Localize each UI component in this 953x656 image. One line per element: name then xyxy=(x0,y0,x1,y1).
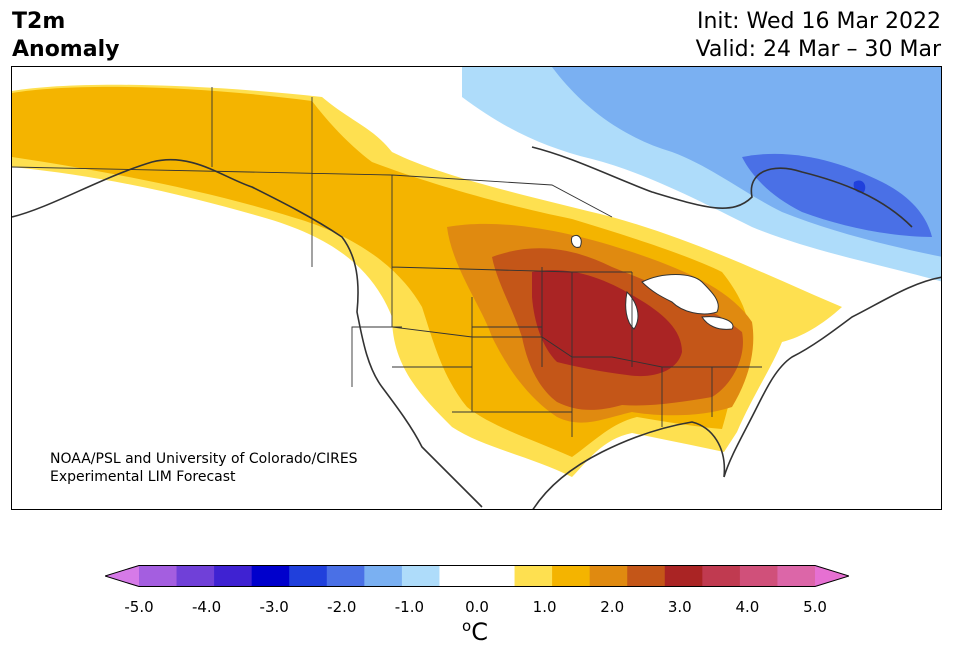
colorbar-tick-label: 1.0 xyxy=(532,598,557,616)
credit-line-1: NOAA/PSL and University of Colorado/CIRE… xyxy=(50,451,358,467)
colorbar-tick-label: -5.0 xyxy=(124,598,154,616)
colorbar-segment xyxy=(702,565,741,587)
colorbar-unit: oC xyxy=(462,617,488,646)
colorbar-tick-label: 5.0 xyxy=(803,598,827,616)
anomaly-map: NOAA/PSL and University of Colorado/CIRE… xyxy=(11,66,942,510)
colorbar-tick-label: -1.0 xyxy=(394,598,425,616)
init-date: Init: Wed 16 Mar 2022 xyxy=(696,9,941,34)
forecast-dates: Init: Wed 16 Mar 2022 Valid: 24 Mar – 30… xyxy=(696,8,941,64)
title-line-1: T2m xyxy=(12,9,66,34)
boundary-lines xyxy=(12,87,762,437)
colorbar-segment xyxy=(289,565,328,587)
colorbar-segment xyxy=(176,565,215,587)
great-lakes xyxy=(571,234,734,330)
colorbar-tick-label: 4.0 xyxy=(735,598,760,616)
colorbar-segment xyxy=(514,565,553,587)
colorbar-tick-label: -4.0 xyxy=(191,598,222,616)
colorbar-tick-label: 3.0 xyxy=(667,598,692,616)
colorbar-segment xyxy=(777,565,816,587)
colorbar-tick-label: -3.0 xyxy=(259,598,289,616)
anomaly-region-cool-3 xyxy=(742,153,932,237)
credit-text: NOAA/PSL and University of Colorado/CIRE… xyxy=(50,450,358,486)
valid-period: Valid: 24 Mar – 30 Mar xyxy=(695,37,941,62)
colorbar-segment xyxy=(439,565,478,587)
credit-line-2: Experimental LIM Forecast xyxy=(50,469,236,485)
title-line-2: Anomaly xyxy=(12,37,120,62)
colorbar-tick-label: 2.0 xyxy=(600,598,625,616)
map-title: T2m Anomaly xyxy=(12,8,119,64)
colorbar-segment xyxy=(401,565,440,587)
colorbar-segment xyxy=(552,565,591,587)
colorbar-segment xyxy=(589,565,628,587)
colorbar-segment xyxy=(627,565,666,587)
colorbar xyxy=(105,565,849,587)
coastline xyxy=(12,146,941,509)
colorbar-segment xyxy=(326,565,365,587)
colorbar-segment xyxy=(739,565,778,587)
colorbar-tick-label: 0.0 xyxy=(465,598,489,616)
colorbar-segment xyxy=(214,565,253,587)
map-svg xyxy=(12,67,941,509)
anomaly-spot-warm-2 xyxy=(244,125,260,132)
colorbar-tick-label: -2.0 xyxy=(327,598,357,616)
colorbar-segment xyxy=(364,565,403,587)
unit-degree: o xyxy=(462,617,472,635)
colorbar-ticks: -5.0 -4.0 -3.0 -2.0 -1.0 0.0 1.0 2.0 3.0 4.0 5.0 xyxy=(0,598,953,618)
colorbar-segment xyxy=(477,565,516,587)
colorbar-arrow-min xyxy=(105,565,139,587)
colorbar-outline xyxy=(105,565,849,587)
colorbar-segment xyxy=(664,565,703,587)
colorbar-segment xyxy=(251,565,290,587)
anomaly-region-warm-5 xyxy=(532,269,682,377)
unit-label: C xyxy=(471,618,488,646)
colorbar-segment xyxy=(139,565,178,587)
colorbar-arrow-max xyxy=(815,565,849,587)
